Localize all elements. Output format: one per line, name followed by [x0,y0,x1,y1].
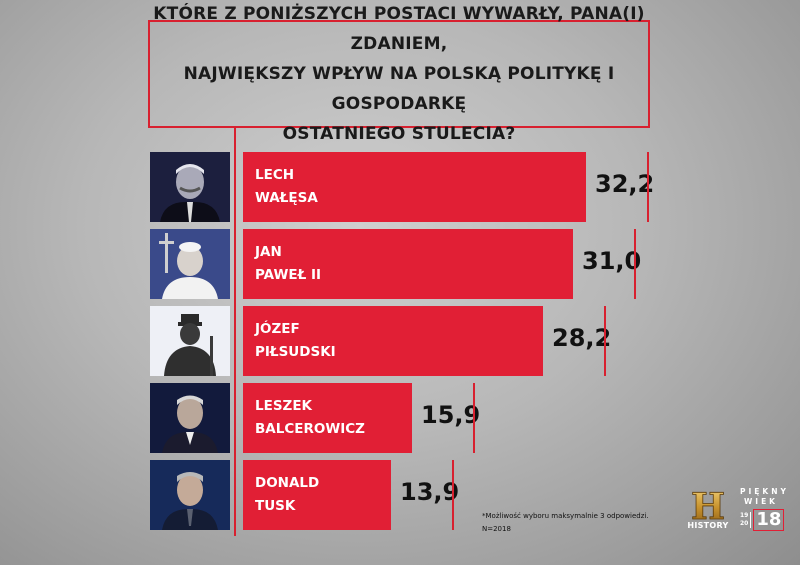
chart-bar: JAN PAWEŁ II [243,229,573,299]
bar-label: DONALD TUSK [255,472,319,518]
title-line-1: KTÓRE Z PONIŻSZYCH POSTACI WYWARŁY, PANA… [153,4,645,54]
footnote: *Możliwość wyboru maksymalnie 3 odpowied… [482,510,677,536]
value-divider-line [634,229,636,299]
portrait-john-paul-ii-photo-icon [150,229,230,299]
piekny-wiek-logo: PIĘKNY WIEK 19 20 18 [740,487,789,531]
bar-value-label: 15,9 [421,401,481,429]
bar-label-line-2: TUSK [255,498,296,514]
year-small-top: 19 [740,512,749,519]
footnote-sample: N=2018 [482,525,511,533]
bar-label-line-2: PIŁSUDSKI [255,344,336,360]
chart-title: KTÓRE Z PONIŻSZYCH POSTACI WYWARŁY, PANA… [150,0,648,149]
chart-bar: LESZEK BALCEROWICZ [243,383,412,453]
year-small: 19 20 [740,512,752,528]
bar-label: LECH WAŁĘSA [255,164,318,210]
bar-label-line-1: LECH [255,167,295,183]
bar-label: JAN PAWEŁ II [255,241,321,287]
portrait-walesa-photo-icon [150,152,230,222]
question-box: KTÓRE Z PONIŻSZYCH POSTACI WYWARŁY, PANA… [148,4,650,144]
piekny-wiek-line-2: WIEK [744,497,778,506]
bar-label-line-2: BALCEROWICZ [255,421,365,437]
title-line-2: NAJWIĘKSZY WPŁYW NA POLSKĄ POLITYKĘ I GO… [183,64,615,114]
footnote-note: *Możliwość wyboru maksymalnie 3 odpowied… [482,512,649,520]
year-big: 18 [753,509,785,531]
bar-label-line-1: LESZEK [255,398,313,414]
bar-label: JÓZEF PIŁSUDSKI [255,318,336,364]
value-divider-line [604,306,606,376]
piekny-wiek-line-1: PIĘKNY [740,487,789,496]
chart-bar: LECH WAŁĘSA [243,152,586,222]
chart-bar: DONALD TUSK [243,460,391,530]
bar-label-line-1: DONALD [255,475,320,491]
bar-label-line-1: JÓZEF [255,321,300,337]
value-divider-line [473,383,475,453]
bar-value-label: 13,9 [400,478,460,506]
value-divider-line [647,152,649,222]
chart-row: DONALD TUSK 13,9 [0,458,800,530]
bar-label: LESZEK BALCEROWICZ [255,395,365,441]
bar-label-line-1: JAN [255,244,282,260]
bar-value-label: 28,2 [552,324,612,352]
title-line-3: OSTATNIEGO STULECIA? [282,124,516,144]
portrait-balcerowicz-photo-icon [150,383,230,453]
portrait-tusk-photo-icon [150,460,230,530]
statue-pilsudski-photo-icon [150,306,230,376]
history-logo-letter: H [691,488,725,522]
piekny-wiek-years: 19 20 18 [740,509,785,531]
value-divider-line [452,460,454,530]
chart-bar: JÓZEF PIŁSUDSKI [243,306,543,376]
bar-value-label: 32,2 [595,170,655,198]
chart-row: LECH WAŁĘSA 32,2 [0,150,800,222]
chart-row: JAN PAWEŁ II 31,0 [0,227,800,299]
history-logo-icon: H [686,486,730,536]
connector-line [234,126,236,536]
bar-value-label: 31,0 [582,247,642,275]
bar-label-line-2: WAŁĘSA [255,190,318,206]
chart-row: JÓZEF PIŁSUDSKI 28,2 [0,304,800,376]
bar-label-line-2: PAWEŁ II [255,267,322,283]
year-small-bottom: 20 [740,520,749,527]
chart-row: LESZEK BALCEROWICZ 15,9 [0,381,800,453]
history-logo-text: HISTORY [687,521,729,530]
